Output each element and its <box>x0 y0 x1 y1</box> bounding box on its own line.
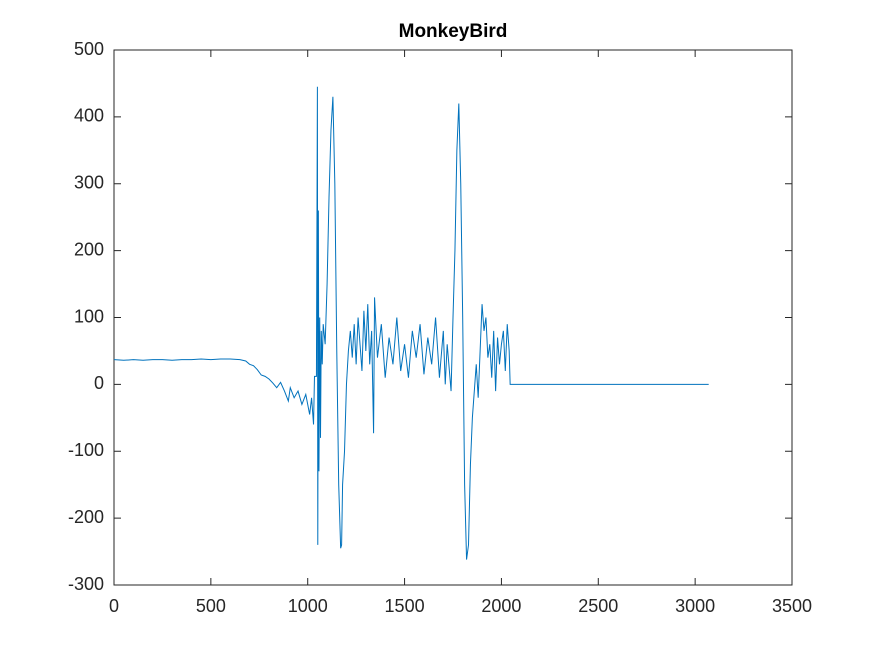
data-line <box>113 86 709 560</box>
x-tick-label: 3000 <box>675 596 715 616</box>
x-tick-label: 2500 <box>578 596 618 616</box>
y-tick-label: 200 <box>74 239 104 259</box>
x-tick-label: 0 <box>109 596 119 616</box>
y-tick-label: 100 <box>74 306 104 326</box>
y-tick-label: -300 <box>68 574 104 594</box>
x-tick-label: 2000 <box>481 596 521 616</box>
y-tick-label: -200 <box>68 507 104 527</box>
y-tick-label: -100 <box>68 440 104 460</box>
x-tick-label: 1000 <box>288 596 328 616</box>
y-tick-label: 400 <box>74 106 104 126</box>
chart-title: MonkeyBird <box>399 21 508 42</box>
y-tick-label: 0 <box>94 373 104 393</box>
x-tick-label: 500 <box>196 596 226 616</box>
y-tick-label: 500 <box>74 39 104 59</box>
x-tick-label: 3500 <box>772 596 812 616</box>
y-tick-label: 300 <box>74 173 104 193</box>
x-tick-label: 1500 <box>385 596 425 616</box>
